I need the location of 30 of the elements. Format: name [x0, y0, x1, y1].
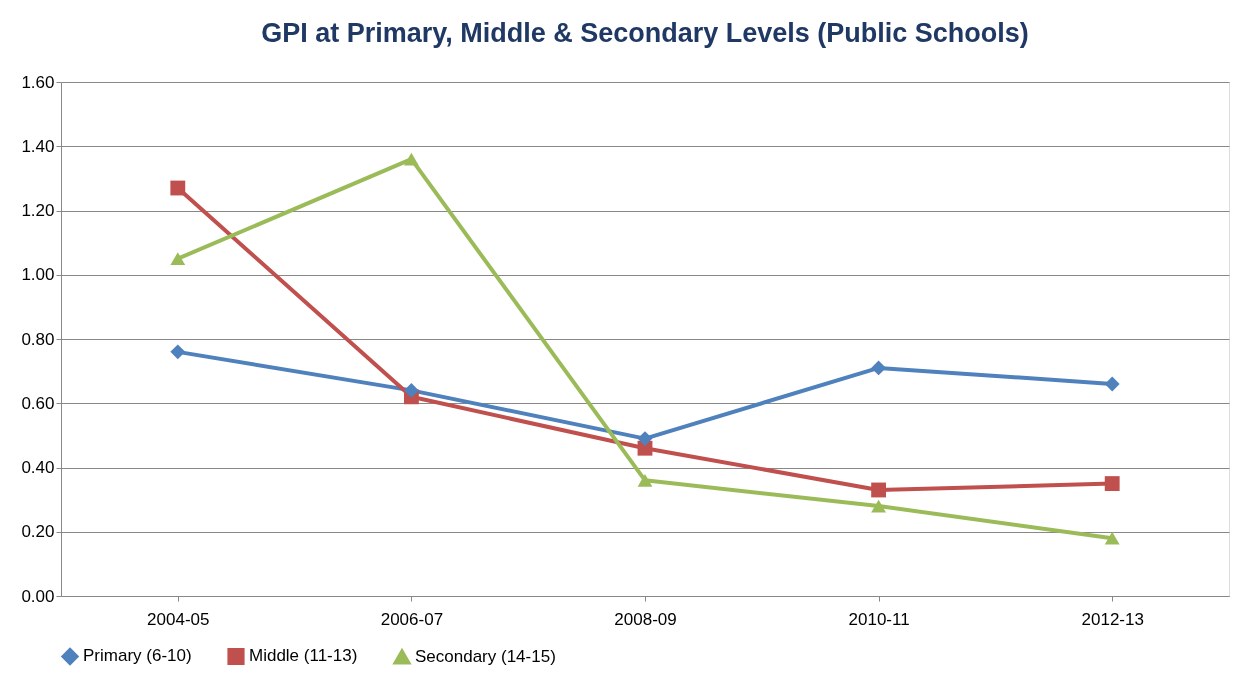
y-tick-label: 1.60 — [21, 72, 55, 92]
point — [170, 180, 186, 196]
point — [1104, 376, 1120, 392]
y-tick-label: 1.00 — [21, 265, 55, 285]
y-tick-label: 1.20 — [21, 201, 55, 220]
y-tick-label: 0.00 — [21, 586, 55, 606]
point — [871, 360, 887, 376]
x-tick-label: 2004-05 — [147, 609, 210, 629]
y-tick-label: 0.20 — [21, 522, 55, 542]
point — [170, 344, 186, 360]
point — [1104, 531, 1120, 545]
chart-title: GPI at Primary, Middle & Secondary Levels (Public Schools) — [261, 18, 1029, 48]
y-tick-label: 1.40 — [21, 136, 55, 156]
y-tick-label: 0.40 — [21, 458, 55, 477]
x-tick-label: 2012-13 — [1081, 609, 1144, 629]
legend-label: Secondary (14-15) — [415, 646, 556, 666]
point — [871, 499, 887, 513]
point — [871, 482, 887, 498]
point — [403, 152, 419, 166]
legend-label: Primary (6-10) — [83, 646, 192, 666]
x-tick-label: 2006-07 — [380, 609, 444, 629]
x-tick-label: 2008-09 — [614, 609, 677, 629]
point — [1104, 476, 1120, 491]
point — [170, 252, 186, 266]
legend-label: Middle (11-13) — [249, 646, 358, 666]
point — [637, 473, 653, 487]
y-tick-label: 0.80 — [21, 329, 55, 349]
x-tick-label: 2010-11 — [848, 609, 910, 629]
point — [403, 382, 419, 398]
y-tick-label: 0.60 — [21, 393, 55, 413]
